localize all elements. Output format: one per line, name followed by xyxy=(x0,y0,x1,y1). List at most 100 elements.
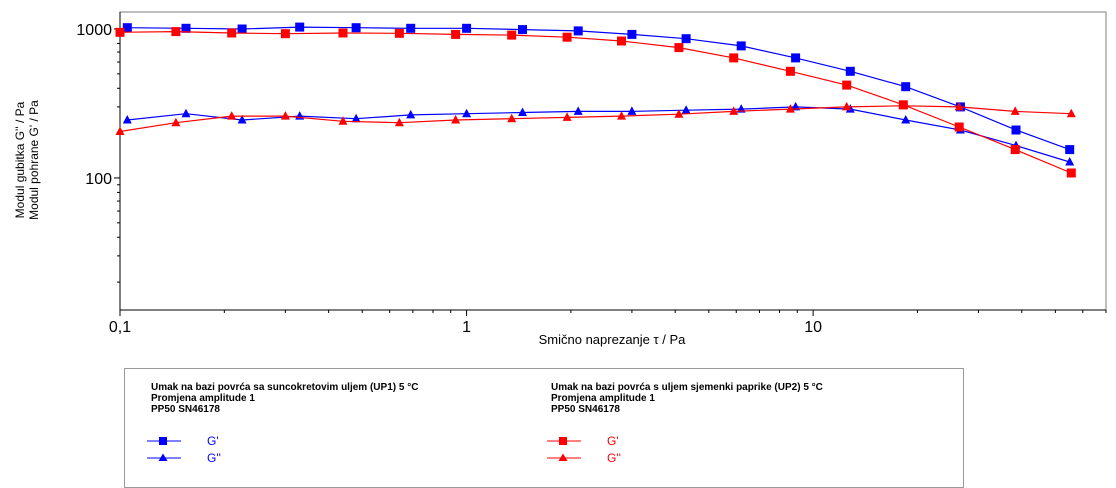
data-point xyxy=(280,29,290,39)
series-3 xyxy=(115,100,1076,135)
legend-square-marker xyxy=(147,437,181,445)
data-point xyxy=(627,106,637,115)
data-point xyxy=(338,116,348,125)
data-point xyxy=(842,101,852,111)
data-point xyxy=(351,113,361,123)
y-tick-label: 1000 xyxy=(76,22,112,39)
data-point xyxy=(681,105,691,114)
data-point xyxy=(785,66,795,76)
data-point xyxy=(674,43,684,53)
chart-svg: 0,1 1 10 100 1000 Smično naprezanje τ / Pa Mod… xyxy=(13,11,1107,347)
data-point xyxy=(171,117,181,127)
legend-label: G'' xyxy=(607,451,621,465)
data-point xyxy=(785,104,795,113)
data-point xyxy=(518,107,527,116)
legend-entry-g-double-prime: G'' xyxy=(147,450,531,467)
legend-label: G' xyxy=(207,434,219,448)
x-tick-label: 1 xyxy=(462,319,471,336)
legend-label: G' xyxy=(607,434,619,448)
data-point xyxy=(627,29,637,39)
y-axis-title: Modul pohrane G' / Pa xyxy=(27,100,41,220)
data-point xyxy=(394,28,404,38)
series-1 xyxy=(122,101,1075,166)
data-point xyxy=(406,109,416,119)
data-point xyxy=(507,30,517,40)
data-point xyxy=(1065,145,1075,155)
series-line xyxy=(119,30,1072,174)
legend-label: G'' xyxy=(207,451,221,465)
series-2 xyxy=(115,27,1076,178)
series-line xyxy=(119,105,1072,133)
x-tick-label: 0,1 xyxy=(109,319,131,336)
data-point xyxy=(181,23,191,33)
plot-border xyxy=(119,11,1107,311)
data-point xyxy=(237,115,247,124)
legend-title: Umak na bazi povrća sa suncokretovim ulj… xyxy=(151,382,419,393)
legend-entry-g-double-prime: G'' xyxy=(547,450,931,467)
data-point xyxy=(115,27,125,37)
series-line xyxy=(127,26,1070,151)
data-point xyxy=(181,108,191,118)
legend-square-marker xyxy=(547,437,581,445)
data-point xyxy=(845,66,855,76)
legend-group-up1: Umak na bazi povrća sa suncokretovim ulj… xyxy=(147,382,531,467)
data-point xyxy=(507,113,517,123)
data-point xyxy=(901,82,911,92)
data-point xyxy=(406,23,416,33)
data-point xyxy=(451,29,461,39)
series-0 xyxy=(122,22,1075,155)
data-point xyxy=(295,111,305,120)
legend-title: Umak na bazi povrća s uljem sjemenki pap… xyxy=(551,382,823,393)
data-point xyxy=(729,53,739,63)
data-point xyxy=(729,106,739,115)
data-point xyxy=(736,41,746,51)
data-point xyxy=(122,23,132,33)
data-point xyxy=(1065,157,1075,166)
data-point xyxy=(562,32,572,42)
x-axis-title: Smično naprezanje τ / Pa xyxy=(539,332,687,347)
legend-triangle-marker xyxy=(547,453,581,461)
legend-subtitle: Promjena amplitude 1 xyxy=(551,393,655,404)
legend: Umak na bazi povrća sa suncokretovim ulj… xyxy=(124,368,964,488)
data-point xyxy=(617,111,626,120)
data-point xyxy=(573,26,583,36)
data-point xyxy=(562,112,572,121)
data-point xyxy=(674,109,684,118)
data-point xyxy=(171,27,181,37)
data-point xyxy=(1010,145,1020,155)
data-point xyxy=(338,28,348,38)
y-tick-label: 100 xyxy=(85,171,112,188)
y-axis-title: Modul gubitka G'' / Pa xyxy=(13,101,27,218)
data-point xyxy=(1066,168,1076,178)
data-point xyxy=(954,101,964,111)
data-point xyxy=(280,111,290,120)
data-point xyxy=(898,100,908,110)
data-point xyxy=(901,115,911,124)
legend-group-up2: Umak na bazi povrća s uljem sjemenki pap… xyxy=(547,382,931,467)
data-point xyxy=(1066,108,1076,118)
data-point xyxy=(295,22,305,32)
data-point xyxy=(573,106,583,115)
legend-geometry: PP50 SN46178 xyxy=(551,404,620,415)
data-point xyxy=(122,115,132,124)
data-point xyxy=(954,122,964,132)
axis-labels: 0,1 1 10 100 1000 Smično naprezanje τ / Pa Mod… xyxy=(13,22,822,347)
data-point xyxy=(351,23,361,33)
legend-entry-g-prime: G' xyxy=(147,433,531,450)
x-tick-label: 10 xyxy=(804,319,822,336)
data-point xyxy=(394,117,404,127)
legend-entry-g-prime: G' xyxy=(547,433,931,450)
data-point xyxy=(115,126,125,135)
data-point xyxy=(227,28,237,38)
data-point xyxy=(462,23,472,33)
legend-geometry: PP50 SN46178 xyxy=(151,404,220,415)
data-point xyxy=(617,36,626,46)
data-point xyxy=(227,111,237,120)
data-point xyxy=(845,104,855,113)
data-point xyxy=(681,34,691,44)
chart-marks xyxy=(115,22,1076,178)
data-point xyxy=(462,108,472,118)
plot-frame xyxy=(114,11,1107,316)
data-point xyxy=(518,25,527,35)
legend-subtitle: Promjena amplitude 1 xyxy=(151,393,255,404)
